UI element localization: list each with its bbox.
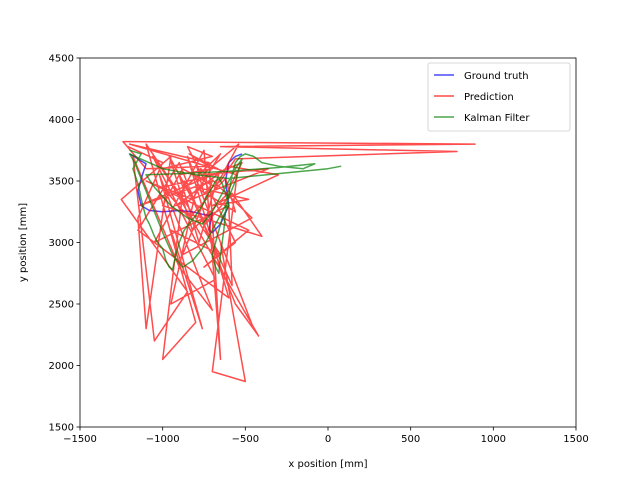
series-layer <box>120 140 476 383</box>
legend: Ground truth Prediction Kalman Filter <box>427 62 571 132</box>
legend-label-kalman-filter: Kalman Filter <box>464 113 530 124</box>
x-axis: −1500 −1000 −500 0 500 1000 1500 <box>63 427 589 445</box>
x-tick-label: 0 <box>325 434 331 445</box>
y-tick-label: 3500 <box>49 177 74 188</box>
series-line-kalman-filter <box>128 149 342 275</box>
y-axis: 1500 2000 2500 3000 3500 4000 4500 <box>49 54 80 434</box>
y-tick-label: 4000 <box>49 115 74 126</box>
x-tick-label: −500 <box>232 434 259 445</box>
legend-box <box>427 62 571 132</box>
y-tick-label: 2500 <box>49 300 74 311</box>
x-tick-label: 1500 <box>563 434 588 445</box>
series-line-prediction <box>120 140 476 383</box>
legend-label-ground-truth: Ground truth <box>464 71 529 82</box>
x-axis-label: x position [mm] <box>288 459 367 470</box>
x-tick-label: −1500 <box>63 434 97 445</box>
y-tick-label: 4500 <box>49 54 74 65</box>
y-axis-label: y position [mm] <box>18 203 29 282</box>
y-tick-label: 3000 <box>49 238 74 249</box>
x-tick-label: 500 <box>401 434 420 445</box>
x-tick-label: −1000 <box>146 434 180 445</box>
y-tick-label: 2000 <box>49 361 74 372</box>
y-tick-label: 1500 <box>49 423 74 434</box>
x-tick-label: 1000 <box>481 434 506 445</box>
legend-label-prediction: Prediction <box>464 92 514 103</box>
